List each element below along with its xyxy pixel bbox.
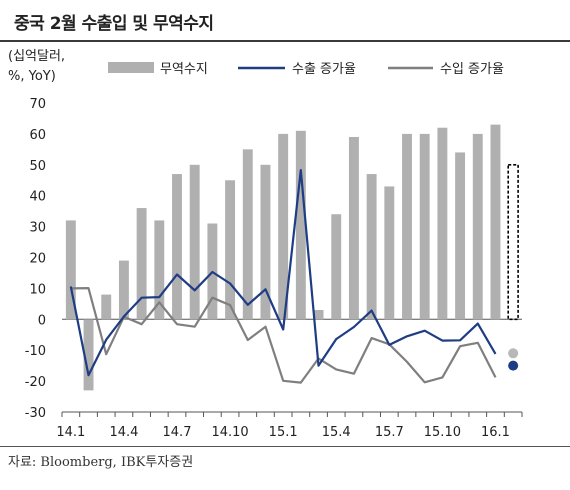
legend-label-import-growth: 수입 증가율 bbox=[440, 62, 504, 77]
x-tick-label: 15.7 bbox=[375, 425, 404, 440]
bar-trade-balance bbox=[278, 133, 289, 320]
legend: 무역수지 수출 증가율 수입 증가율 bbox=[108, 62, 504, 77]
x-tick-label: 14.1 bbox=[56, 425, 85, 440]
x-tick-label: 15.10 bbox=[424, 425, 461, 440]
y-tick-label: 20 bbox=[29, 252, 46, 267]
line-import-growth bbox=[70, 287, 497, 384]
bar-trade-balance bbox=[348, 136, 359, 320]
bar-trade-balance bbox=[136, 208, 147, 320]
page-title: 중국 2월 수출입 및 무역수지 bbox=[14, 14, 214, 34]
bar-trade-balance bbox=[490, 124, 501, 320]
legend-swatch-trade-balance bbox=[108, 62, 154, 73]
bar-trade-balance bbox=[65, 220, 76, 320]
bar-trade-balance bbox=[313, 310, 324, 320]
y-tick-label: 70 bbox=[29, 97, 46, 112]
bar-trade-balance bbox=[419, 133, 430, 320]
line-series bbox=[69, 169, 497, 384]
forecast-markers bbox=[507, 164, 519, 371]
legend-label-export-growth: 수출 증가율 bbox=[292, 62, 356, 77]
y-tick-label: 10 bbox=[29, 282, 46, 297]
bar-trade-balance bbox=[172, 174, 182, 320]
y-axis-label: (십억달러, %, YoY) bbox=[8, 49, 65, 84]
footer-divider bbox=[0, 446, 570, 447]
bar-trade-balance bbox=[402, 133, 412, 320]
title-divider bbox=[0, 40, 570, 42]
bar-trade-balance bbox=[260, 164, 271, 320]
forecast-point bbox=[508, 348, 519, 359]
y-tick-label: -10 bbox=[25, 344, 46, 359]
bar-trade-balance bbox=[225, 180, 236, 320]
x-axis: 14.1 14.4 14.7 14.10 15.1 15.4 15.7 15.10 16.1 bbox=[56, 411, 523, 440]
y-tick-label: 30 bbox=[29, 221, 46, 236]
x-tick-label: 14.10 bbox=[211, 425, 248, 440]
x-tick-label: 14.7 bbox=[163, 425, 192, 440]
bar-trade-balance bbox=[83, 319, 94, 391]
y-tick-label: -20 bbox=[25, 375, 46, 390]
bar-trade-balance bbox=[455, 152, 466, 320]
line-export-growth bbox=[69, 169, 497, 377]
x-tick-label: 16.1 bbox=[481, 425, 510, 440]
source-note: 자료: Bloomberg, IBK투자증권 bbox=[8, 455, 194, 470]
y-axis: -30 -20 -10 0 10 20 30 40 50 60 70 bbox=[25, 97, 522, 421]
legend-label-trade-balance: 무역수지 bbox=[160, 62, 208, 77]
x-tick-label: 15.4 bbox=[322, 425, 351, 440]
y-tick-label: -30 bbox=[25, 406, 46, 421]
y-tick-label: 40 bbox=[29, 190, 46, 205]
bar-trade-balance bbox=[242, 149, 253, 320]
bar-trade-balance bbox=[472, 133, 483, 320]
forecast-point bbox=[508, 360, 519, 371]
bar-trade-balance bbox=[154, 220, 165, 320]
bar-trade-balance bbox=[437, 127, 448, 320]
bar-trade-balance bbox=[101, 294, 112, 320]
bar-trade-balance bbox=[366, 174, 377, 320]
bar-trade-balance bbox=[118, 260, 129, 320]
bar-trade-balance bbox=[295, 130, 306, 320]
bar-trade-balance bbox=[384, 186, 395, 320]
y-tick-label: 0 bbox=[38, 313, 46, 328]
bar-trade-balance bbox=[189, 164, 200, 320]
y-axis-label-line1: (십억달러, bbox=[8, 49, 65, 64]
y-tick-label: 50 bbox=[29, 159, 46, 174]
y-tick-label: 60 bbox=[29, 128, 46, 143]
x-tick-label: 15.1 bbox=[269, 425, 298, 440]
y-axis-label-line2: %, YoY) bbox=[8, 69, 56, 84]
x-tick-label: 14.4 bbox=[109, 425, 138, 440]
bar-trade-balance bbox=[331, 214, 342, 320]
chart: (십억달러, %, YoY) 무역수지 수출 증가율 수입 증가율 -30 -20 -10… bbox=[8, 49, 523, 440]
forecast-bar-outline bbox=[507, 164, 519, 321]
bar-series-trade-balance bbox=[65, 124, 501, 391]
